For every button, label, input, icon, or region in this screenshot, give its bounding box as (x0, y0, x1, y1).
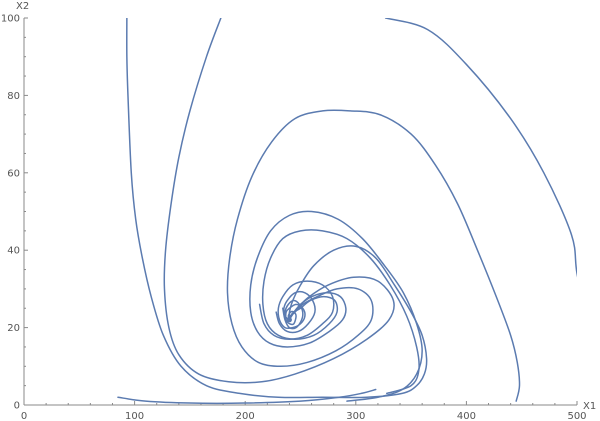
trajectory-loop-76 (226, 109, 521, 402)
trajectory-far-left (126, 18, 428, 399)
x-tick-label: 300 (346, 411, 365, 421)
x-tick-label: 0 (21, 411, 27, 421)
axis-ticks: 0 100 200 300 400 500 0 20 40 60 80 100 (1, 14, 587, 421)
axes: X1 X2 (16, 1, 596, 412)
trajectories (117, 18, 577, 405)
x-tick-label: 100 (125, 411, 144, 421)
y-tick-label: 80 (7, 91, 20, 102)
x-tick-label: 200 (236, 411, 255, 421)
trajectory-loop-46 (261, 229, 420, 395)
x-tick-label: 500 (567, 411, 586, 421)
y-tick-label: 100 (1, 14, 20, 25)
equilibrium-point (286, 317, 292, 323)
y-tick-label: 0 (14, 401, 20, 412)
y-tick-label: 40 (7, 246, 20, 257)
trajectory-loop-50 (249, 210, 423, 402)
trajectory-mid-left (163, 18, 395, 384)
trajectory-outer-right (384, 18, 577, 278)
trajectory-loop-29 (275, 291, 316, 334)
y-tick-label: 60 (7, 168, 20, 179)
x-axis-label: X1 (583, 401, 596, 412)
trajectory-spiral-core (282, 299, 304, 330)
y-axis-label: X2 (16, 1, 29, 12)
x-tick-label: 400 (457, 411, 476, 421)
y-tick-label: 20 (7, 323, 20, 334)
trajectory-loop-32 (258, 280, 335, 340)
trajectory-bottom (117, 388, 377, 405)
